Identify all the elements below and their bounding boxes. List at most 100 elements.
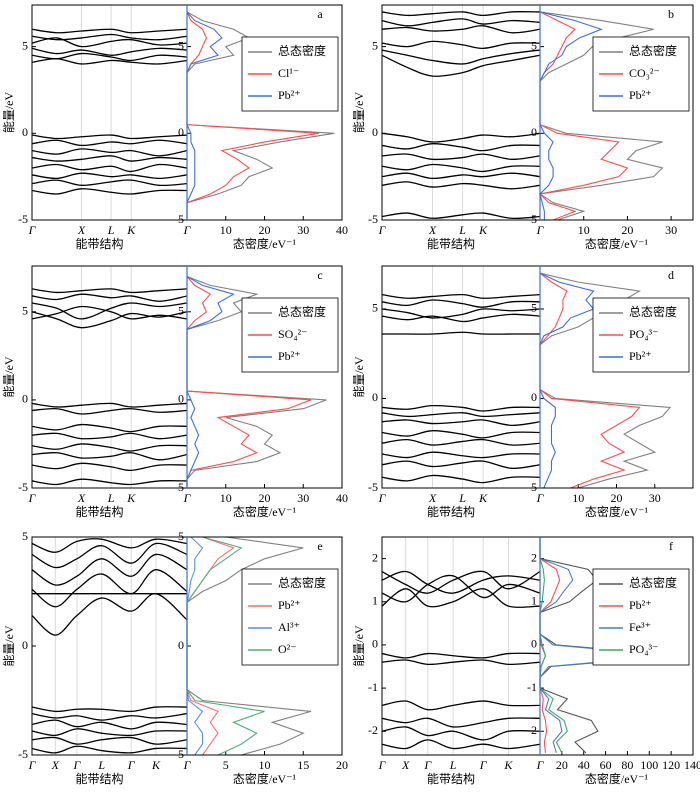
- y-axis-label: 能量/eV: [2, 356, 16, 398]
- x-tick-label: 40: [336, 491, 348, 505]
- y-tick-label: 0: [531, 390, 537, 404]
- x-tick-label: 10: [220, 223, 232, 237]
- panel-label: e: [317, 539, 322, 553]
- band-line: [381, 54, 541, 77]
- band-line: [381, 574, 541, 603]
- y-tick-label: 5: [22, 304, 28, 318]
- band-line: [31, 311, 188, 329]
- band-frame: [381, 265, 541, 489]
- x-tick-label: 10: [259, 758, 271, 772]
- legend-label: PO₄³⁻: [629, 327, 658, 341]
- y-axis-label: 能量/eV: [352, 356, 366, 398]
- legend-label: 总态密度: [629, 43, 677, 58]
- band-line: [31, 28, 188, 34]
- legend-label: Al³⁺: [278, 620, 300, 634]
- k-point-label: Γ: [28, 223, 37, 237]
- y-tick-label: -5: [18, 480, 28, 494]
- y-tick-label: 5: [178, 38, 184, 52]
- y-tick-label: 1: [372, 594, 378, 608]
- band-line: [31, 33, 188, 41]
- k-point-label: Γ: [536, 491, 545, 505]
- band-line: [31, 402, 188, 408]
- y-tick-label: 0: [372, 390, 378, 404]
- y-tick-label: 0: [531, 637, 537, 651]
- k-point-label: L: [107, 491, 115, 505]
- y-tick-label: 5: [178, 304, 184, 318]
- band-line: [31, 478, 188, 486]
- legend-label: 总态密度: [278, 304, 326, 319]
- band-line: [31, 148, 188, 157]
- band-line: [381, 11, 541, 17]
- band-x-label: 能带结构: [75, 771, 123, 786]
- band-line: [31, 462, 188, 472]
- band-line: [381, 404, 541, 412]
- legend-label: PO₄³⁻: [629, 642, 658, 656]
- band-line: [31, 288, 188, 294]
- legend-box: [592, 568, 690, 666]
- legend-label: Pb²⁺: [278, 88, 301, 102]
- band-x-label: 能带结构: [75, 236, 123, 251]
- legend-label: Fe³⁺: [629, 620, 651, 634]
- band-line: [31, 163, 188, 173]
- y-tick-label: -5: [174, 747, 184, 761]
- band-line: [381, 132, 541, 143]
- dos-x-label: 态密度/eV⁻¹: [585, 771, 649, 786]
- band-line: [381, 726, 541, 741]
- band-line: [381, 717, 541, 728]
- k-point-label: Γ: [378, 223, 387, 237]
- dos-line: [539, 537, 561, 753]
- y-tick-label: -5: [527, 212, 537, 226]
- band-line: [381, 430, 541, 439]
- k-point-label: Γ: [28, 491, 37, 505]
- band-line: [31, 542, 188, 569]
- y-tick-label: 5: [372, 38, 378, 52]
- band-line: [31, 745, 188, 754]
- band-line: [31, 553, 188, 586]
- band-line: [381, 652, 541, 659]
- band-line: [31, 302, 188, 320]
- k-point-label: Γ: [378, 758, 387, 772]
- y-tick-label: -5: [527, 480, 537, 494]
- y-tick-label: 5: [531, 301, 537, 315]
- k-point-label: Γ: [127, 758, 136, 772]
- band-line: [31, 706, 188, 713]
- band-line: [381, 153, 541, 161]
- dos-line: [539, 11, 603, 220]
- legend-label: 总态密度: [278, 43, 326, 58]
- band-line: [381, 163, 541, 173]
- k-point-label: X: [77, 223, 86, 237]
- band-line: [31, 155, 188, 162]
- band-line: [381, 419, 541, 426]
- dos-x-label: 态密度/eV⁻¹: [233, 771, 297, 786]
- band-line: [31, 569, 188, 608]
- y-tick-label: 0: [178, 638, 184, 652]
- band-line: [31, 139, 188, 147]
- dos-x-label: 态密度/eV⁻¹: [233, 236, 297, 251]
- band-frame: [31, 4, 188, 221]
- band-line: [382, 331, 540, 335]
- band-line: [381, 49, 541, 65]
- band-line: [381, 451, 541, 459]
- x-tick-label: 20: [611, 491, 623, 505]
- band-line: [31, 712, 188, 721]
- band-line: [381, 212, 541, 220]
- legend-label: CO₃²⁻: [629, 66, 660, 80]
- y-tick-label: 2: [531, 550, 537, 564]
- x-tick-label: 30: [665, 223, 677, 237]
- k-point-label: X: [428, 491, 437, 505]
- y-tick-label: 0: [22, 392, 28, 406]
- band-line: [31, 47, 188, 56]
- k-point-label: K: [478, 491, 488, 505]
- y-tick-label: 0: [22, 125, 28, 139]
- legend-box: [241, 568, 339, 666]
- k-point-label: K: [151, 758, 161, 772]
- panel-label: d: [668, 268, 674, 282]
- dos-line: [186, 276, 235, 488]
- y-tick-label: 0: [531, 125, 537, 139]
- band-x-label: 能带结构: [75, 504, 123, 519]
- k-point-label: Γ: [536, 223, 545, 237]
- y-tick-label: 0: [372, 125, 378, 139]
- k-point-label: Γ: [183, 758, 192, 772]
- band-line: [381, 293, 541, 299]
